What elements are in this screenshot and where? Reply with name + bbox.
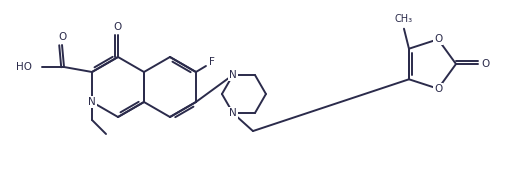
Text: F: F (209, 57, 215, 67)
Text: N: N (229, 108, 237, 118)
Text: N: N (88, 97, 96, 107)
Text: N: N (229, 70, 237, 80)
Text: O: O (58, 32, 66, 42)
Text: O: O (434, 84, 442, 94)
Text: HO: HO (16, 62, 32, 72)
Text: CH₃: CH₃ (395, 14, 413, 24)
Text: O: O (482, 59, 490, 69)
Text: O: O (434, 34, 442, 44)
Text: O: O (114, 22, 122, 32)
